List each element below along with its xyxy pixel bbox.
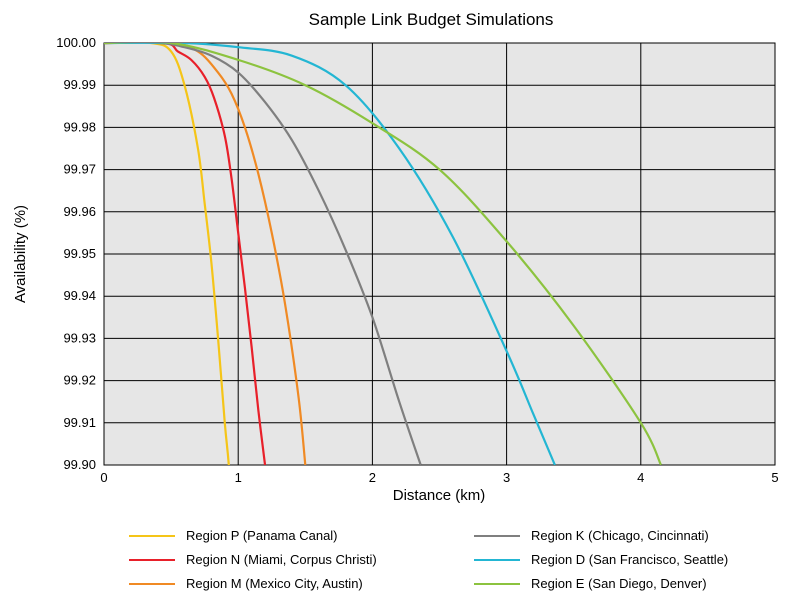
x-tick-label: 0 (100, 470, 107, 485)
legend-item: Region K (Chicago, Cincinnati) (474, 528, 709, 543)
y-tick-label: 99.94 (63, 288, 96, 303)
y-tick-label: 99.97 (63, 162, 96, 177)
x-tick-label: 5 (771, 470, 778, 485)
legend-label: Region P (Panama Canal) (186, 528, 338, 543)
x-tick-label: 3 (503, 470, 510, 485)
y-tick-label: 100.00 (56, 35, 96, 50)
y-axis-label: Availability (%) (12, 205, 29, 303)
y-tick-label: 99.90 (63, 457, 96, 472)
legend: Region P (Panama Canal) Region N (Miami, … (129, 528, 728, 591)
legend-label: Region K (Chicago, Cincinnati) (531, 528, 709, 543)
legend-item: Region N (Miami, Corpus Christi) (129, 552, 377, 567)
x-tick-labels: 0 1 2 3 4 5 (100, 470, 778, 485)
chart-title: Sample Link Budget Simulations (309, 10, 554, 29)
y-tick-labels: 100.00 99.99 99.98 99.97 99.96 99.95 99.94 99.9… (56, 35, 96, 472)
series-line-5 (104, 43, 556, 465)
x-tick-label: 1 (235, 470, 242, 485)
series-line-2 (104, 43, 267, 465)
legend-label: Region M (Mexico City, Austin) (186, 576, 363, 591)
x-axis-label: Distance (km) (393, 487, 486, 504)
y-tick-label: 99.99 (63, 77, 96, 92)
y-tick-label: 99.98 (63, 119, 96, 134)
legend-item: Region P (Panama Canal) (129, 528, 338, 543)
y-tick-label: 99.95 (63, 246, 96, 261)
legend-item: Region M (Mexico City, Austin) (129, 576, 363, 591)
series-line-4 (104, 43, 422, 465)
legend-label: Region E (San Diego, Denver) (531, 576, 707, 591)
legend-item: Region E (San Diego, Denver) (474, 576, 707, 591)
y-tick-label: 99.96 (63, 204, 96, 219)
y-tick-label: 99.91 (63, 415, 96, 430)
legend-label: Region D (San Francisco, Seattle) (531, 552, 728, 567)
series-lines (104, 43, 662, 465)
series-line-6 (104, 43, 662, 465)
x-tick-label: 4 (637, 470, 644, 485)
legend-label: Region N (Miami, Corpus Christi) (186, 552, 377, 567)
y-tick-label: 99.93 (63, 330, 96, 345)
y-tick-label: 99.92 (63, 373, 96, 388)
legend-item: Region D (San Francisco, Seattle) (474, 552, 728, 567)
series-line-1 (104, 43, 230, 465)
x-tick-label: 2 (369, 470, 376, 485)
